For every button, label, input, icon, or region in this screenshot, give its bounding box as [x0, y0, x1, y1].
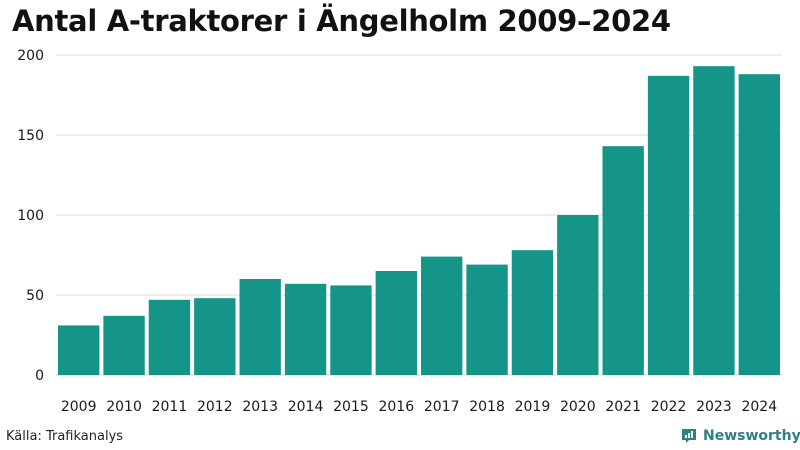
- x-tick-label: 2020: [560, 399, 596, 415]
- bar-2018: [466, 264, 508, 375]
- y-tick-label: 200: [17, 48, 44, 64]
- bar-2020: [557, 215, 599, 375]
- y-tick-label: 150: [17, 128, 44, 144]
- bar-2011: [148, 299, 191, 375]
- x-tick-label: 2015: [333, 399, 369, 415]
- y-tick-label: 50: [26, 288, 44, 304]
- bar-2015: [330, 285, 372, 375]
- y-tick-label: 0: [35, 368, 44, 384]
- x-tick-label: 2019: [515, 399, 551, 415]
- x-tick-label: 2024: [741, 399, 777, 415]
- bar-2023: [693, 66, 735, 375]
- x-axis-ticks: 2009 2010 2011 2012 2013 2014 2015 2016 2017 2018…: [61, 399, 777, 415]
- bar-2010: [103, 315, 145, 375]
- bars: [58, 66, 780, 376]
- x-tick-label: 2022: [651, 399, 687, 415]
- bar-2022: [647, 75, 690, 376]
- bar-2024: [738, 74, 780, 375]
- bar-2013: [239, 279, 281, 375]
- bar-2021: [602, 146, 644, 375]
- x-tick-label: 2009: [61, 399, 97, 415]
- x-tick-label: 2021: [605, 399, 641, 415]
- newsworthy-logo[interactable]: Newsworthy: [680, 427, 800, 445]
- y-axis-ticks: 0 50 100 150 200: [17, 48, 44, 384]
- x-tick-label: 2010: [106, 399, 142, 415]
- bar-2016: [375, 271, 417, 375]
- y-tick-label: 100: [17, 208, 44, 224]
- x-tick-label: 2017: [424, 399, 460, 415]
- bar-2009: [58, 325, 100, 375]
- x-tick-label: 2014: [288, 399, 324, 415]
- x-tick-label: 2012: [197, 399, 233, 415]
- x-tick-label: 2013: [242, 399, 278, 415]
- bar-2019: [511, 250, 554, 375]
- bar-2017: [421, 256, 463, 375]
- bar-chart-logo-icon: [682, 429, 696, 443]
- brand-name: Newsworthy: [703, 428, 800, 444]
- x-tick-label: 2016: [378, 399, 414, 415]
- chart-title: Antal A-traktorer i Ängelholm 2009–2024: [12, 4, 671, 38]
- x-tick-label: 2018: [469, 399, 505, 415]
- x-tick-label: 2023: [696, 399, 732, 415]
- source-note: Källa: Trafikanalys: [6, 429, 124, 444]
- bar-2014: [284, 283, 327, 375]
- bar-2012: [194, 298, 236, 375]
- x-tick-label: 2011: [152, 399, 188, 415]
